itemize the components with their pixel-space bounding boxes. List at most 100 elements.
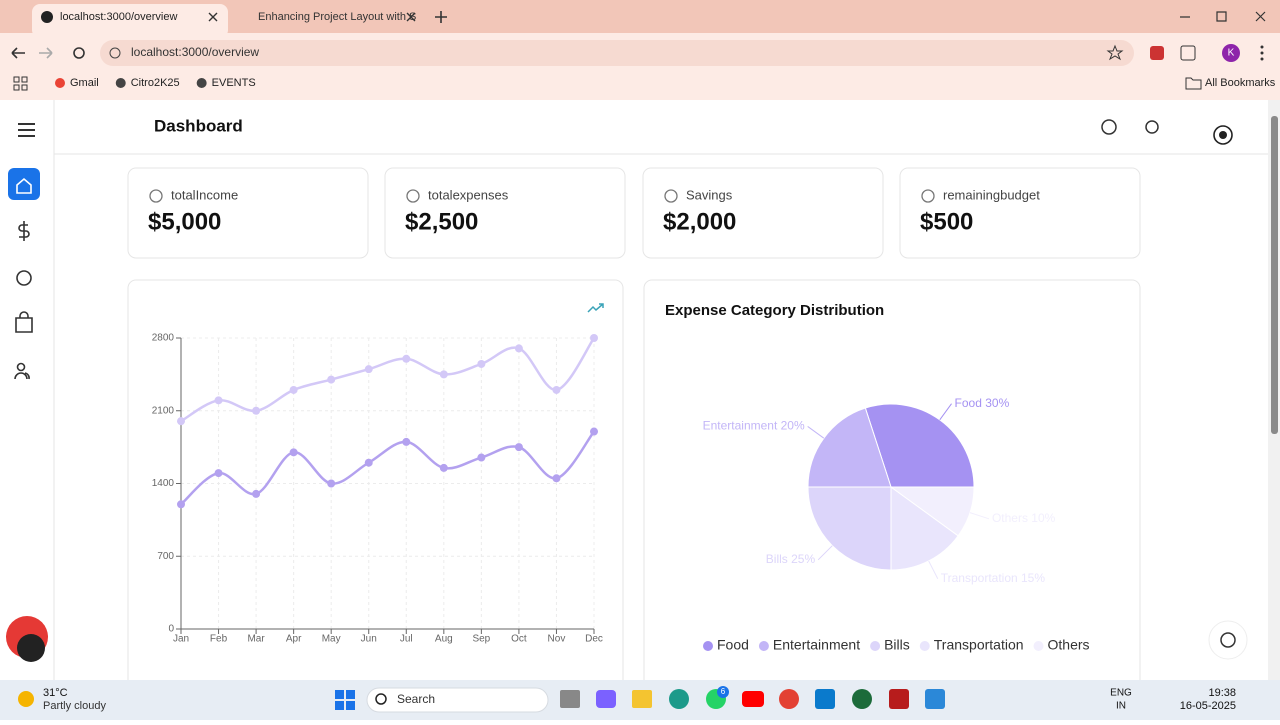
site-info[interactable] xyxy=(109,47,121,59)
apps[interactable] xyxy=(13,76,28,91)
tab-title[interactable]: localhost:3000/overview xyxy=(60,11,177,23)
app-files[interactable] xyxy=(889,689,909,709)
point xyxy=(477,453,486,462)
palette-button[interactable] xyxy=(1208,620,1248,660)
label-line xyxy=(817,545,833,561)
language[interactable] xyxy=(1101,119,1117,135)
region[interactable]: IN xyxy=(1116,701,1126,712)
settings[interactable] xyxy=(1145,120,1159,134)
x-tick-label: Dec xyxy=(585,634,603,645)
badge-count: 6 xyxy=(721,687,726,696)
extension[interactable] xyxy=(1150,46,1164,60)
search-label[interactable]: Search xyxy=(397,692,435,706)
scroll-thumb[interactable] xyxy=(1271,116,1278,434)
legend-label[interactable]: Transportation xyxy=(934,637,1024,653)
home-icon xyxy=(16,177,32,194)
x-tick-label: Aug xyxy=(435,634,453,645)
legend-dot xyxy=(870,641,881,651)
nav-home[interactable] xyxy=(8,168,40,200)
label-line xyxy=(807,426,825,439)
language[interactable]: ENG xyxy=(1110,688,1132,699)
bookmark[interactable]: Citro2K25 xyxy=(131,77,180,89)
point xyxy=(327,479,336,488)
legend-dot xyxy=(703,641,713,651)
clock-time[interactable]: 19:38 xyxy=(1208,687,1236,699)
reload[interactable] xyxy=(73,47,85,59)
point xyxy=(364,365,373,374)
nav-shop[interactable] xyxy=(15,311,33,333)
stat-label: totalexpenses xyxy=(428,187,509,202)
app-copilot[interactable] xyxy=(596,690,616,708)
bookmark[interactable]: EVENTS xyxy=(212,77,256,89)
start[interactable] xyxy=(335,690,355,710)
pie-label: Entertainment 20% xyxy=(703,419,805,433)
legend-dot xyxy=(758,641,769,651)
bookmark[interactable]: Gmail xyxy=(70,77,99,89)
stat-icon xyxy=(406,189,420,203)
app-mongodb[interactable] xyxy=(852,689,872,709)
badge xyxy=(717,686,729,698)
nav-settings[interactable] xyxy=(16,270,32,286)
point xyxy=(252,489,261,498)
forward[interactable] xyxy=(39,47,53,59)
legend-label[interactable]: Others xyxy=(1048,637,1090,653)
point xyxy=(364,458,373,467)
x-tick-label: Mar xyxy=(247,634,265,645)
clock-date[interactable]: 16-05-2025 xyxy=(1180,700,1236,712)
point xyxy=(289,448,298,457)
nav-money[interactable] xyxy=(18,221,30,241)
y-tick-label: 700 xyxy=(157,551,174,562)
app-youtube[interactable] xyxy=(742,691,764,707)
window-controls[interactable] xyxy=(1180,11,1266,22)
stat-value: $2,500 xyxy=(405,208,478,235)
folder-icon xyxy=(1185,77,1202,90)
app-vscode[interactable] xyxy=(815,689,835,709)
y-tick-label: 1400 xyxy=(152,478,175,489)
theme-toggle[interactable] xyxy=(1213,125,1233,145)
bookmark-star[interactable] xyxy=(1106,44,1124,61)
legend-label[interactable]: Food xyxy=(717,637,749,653)
bookmark-icon xyxy=(115,78,126,88)
point xyxy=(514,344,523,353)
app-explorer[interactable] xyxy=(632,690,652,708)
stat-icon xyxy=(149,189,163,203)
nav-users[interactable] xyxy=(14,372,30,380)
tab-title[interactable]: Enhancing Project Layout with S xyxy=(258,11,416,23)
line-chart: 0 700 1400 2100 2800 Jan Feb Mar Apr May Jun Jul Aug… xyxy=(152,333,603,645)
menu-toggle[interactable] xyxy=(18,123,35,137)
app-chrome[interactable] xyxy=(779,689,799,709)
new-tab[interactable] xyxy=(435,11,447,23)
app-photos[interactable] xyxy=(925,689,945,709)
legend-label[interactable]: Bills xyxy=(884,637,910,653)
label-line xyxy=(928,560,939,580)
x-tick-label: May xyxy=(322,634,341,645)
page-title: Dashboard xyxy=(154,116,243,135)
x-tick-label: Oct xyxy=(511,634,527,645)
pie-label: Food 30% xyxy=(955,396,1010,410)
bookmark-icon xyxy=(55,78,65,88)
point xyxy=(439,370,448,379)
point xyxy=(402,437,411,446)
weather-icon xyxy=(18,691,34,707)
pie-label: Transportation 15% xyxy=(941,571,1046,585)
tab-close[interactable] xyxy=(406,12,416,22)
y-tick-label: 0 xyxy=(168,624,174,635)
app-edge[interactable] xyxy=(669,689,689,709)
all-bookmarks[interactable]: All Bookmarks xyxy=(1205,77,1276,89)
active-tab[interactable] xyxy=(32,4,228,38)
app-task-view[interactable] xyxy=(560,690,580,708)
legend-label[interactable]: Entertainment xyxy=(773,637,860,653)
search-box[interactable] xyxy=(366,687,549,713)
back[interactable] xyxy=(11,47,25,59)
next-dev-button[interactable] xyxy=(17,634,45,662)
cards: totalIncome $5,000 totalexpenses $2,500 Savi… xyxy=(127,167,1141,259)
profile[interactable] xyxy=(1222,44,1240,62)
tab-close[interactable] xyxy=(208,12,218,22)
extensions[interactable] xyxy=(1180,45,1196,61)
trend-icon xyxy=(587,303,604,313)
y-tick-label: 2100 xyxy=(152,405,175,416)
url[interactable]: localhost:3000/overview xyxy=(131,45,259,59)
pie-label: Bills 25% xyxy=(766,552,816,566)
stat-icon xyxy=(664,189,678,203)
address-bar[interactable] xyxy=(100,40,1134,66)
